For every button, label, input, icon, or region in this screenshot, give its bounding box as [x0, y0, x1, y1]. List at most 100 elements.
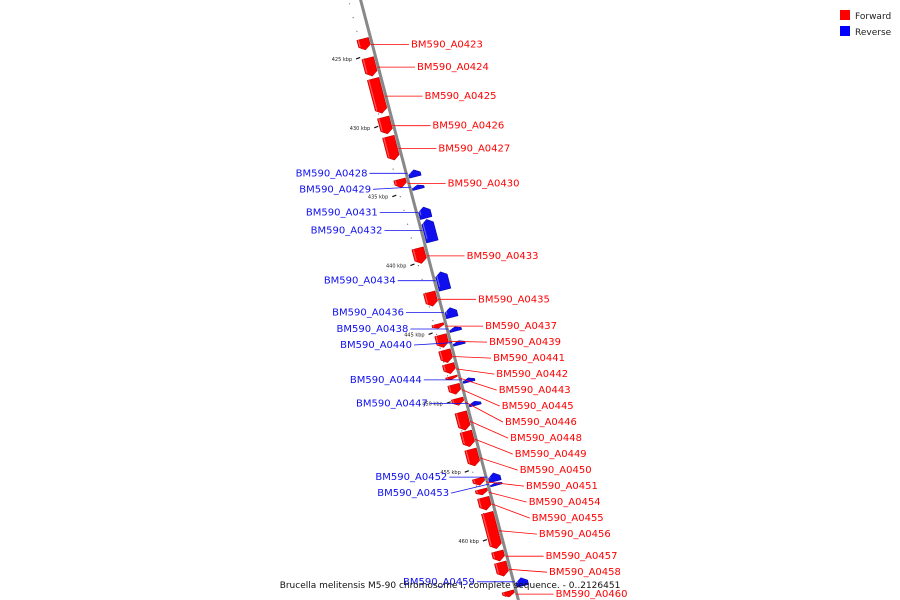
- gene-label[interactable]: BM590_A0435: [478, 294, 550, 305]
- gene-highlight: [453, 341, 456, 345]
- gene-feature[interactable]: [459, 429, 475, 447]
- minor-tick: [432, 320, 434, 322]
- label-leader-line: [449, 340, 488, 343]
- label-leader-line: [498, 530, 537, 535]
- gene-label[interactable]: BM590_A0451: [526, 481, 598, 492]
- gene-highlight: [449, 327, 452, 331]
- gene-label[interactable]: BM590_A0449: [515, 449, 587, 460]
- gene-label[interactable]: BM590_A0426: [432, 121, 504, 132]
- gene-feature[interactable]: [441, 362, 456, 374]
- gene-highlight: [495, 563, 500, 574]
- label-leader-line: [474, 438, 513, 455]
- tick-label: 425 kbp: [332, 57, 352, 63]
- gene-feature[interactable]: [491, 549, 505, 562]
- gene-feature[interactable]: [474, 487, 488, 496]
- gene-label[interactable]: BM590_A0444: [350, 375, 422, 386]
- major-tick: [355, 56, 361, 60]
- tick-label: 460 kbp: [459, 539, 479, 545]
- gene-feature[interactable]: [412, 184, 425, 191]
- gene-feature[interactable]: [445, 374, 458, 380]
- gene-label[interactable]: BM590_A0455: [532, 513, 604, 524]
- gene-feature[interactable]: [382, 134, 400, 161]
- gene-feature[interactable]: [488, 472, 502, 484]
- gene-feature[interactable]: [393, 177, 407, 188]
- gene-label[interactable]: BM590_A0434: [324, 276, 396, 287]
- major-tick: [482, 539, 488, 542]
- gene-highlight: [432, 325, 435, 328]
- gene-label[interactable]: BM590_A0441: [493, 353, 565, 364]
- gene-feature[interactable]: [481, 510, 502, 549]
- gene-label[interactable]: BM590_A0448: [510, 433, 582, 444]
- gene-feature[interactable]: [438, 348, 453, 363]
- major-tick: [392, 194, 397, 198]
- gene-feature[interactable]: [408, 169, 422, 179]
- gene-label[interactable]: BM590_A0423: [411, 39, 483, 50]
- gene-highlight: [378, 118, 383, 132]
- gene-feature[interactable]: [449, 326, 462, 333]
- gene-label[interactable]: BM590_A0437: [485, 321, 557, 332]
- gene-feature[interactable]: [435, 271, 452, 292]
- gene-labels: BM590_A0423 BM590_A0424 BM590_A0425 BM590_A…: [296, 39, 628, 600]
- gene-label[interactable]: BM590_A0452: [375, 472, 447, 483]
- gene-highlight: [383, 137, 390, 158]
- gene-label[interactable]: BM590_A0430: [448, 179, 520, 190]
- gene-feature[interactable]: [462, 377, 476, 384]
- gene-label[interactable]: BM590_A0446: [505, 417, 577, 428]
- gene-feature[interactable]: [356, 37, 371, 51]
- gene-feature[interactable]: [431, 322, 445, 329]
- gene-feature[interactable]: [494, 560, 509, 577]
- gene-feature[interactable]: [377, 115, 393, 135]
- gene-feature[interactable]: [411, 246, 427, 264]
- gene-label[interactable]: BM590_A0440: [340, 340, 412, 351]
- gene-label[interactable]: BM590_A0450: [520, 465, 592, 476]
- major-tick: [428, 332, 433, 335]
- gene-highlight: [469, 402, 472, 405]
- gene-label[interactable]: BM590_A0453: [377, 488, 449, 499]
- gene-feature[interactable]: [464, 447, 480, 467]
- gene-highlight: [439, 351, 443, 361]
- gene-label[interactable]: BM590_A0424: [417, 62, 489, 73]
- gene-feature[interactable]: [454, 410, 471, 431]
- gene-label[interactable]: BM590_A0456: [539, 529, 611, 540]
- gene-label[interactable]: BM590_A0442: [496, 369, 568, 380]
- gene-label[interactable]: BM590_A0457: [546, 551, 618, 562]
- gene-label[interactable]: BM590_A0438: [337, 324, 409, 335]
- gene-feature[interactable]: [423, 290, 438, 307]
- gene-feature[interactable]: [444, 307, 459, 320]
- gene-highlight: [465, 450, 471, 464]
- major-tick: [373, 125, 379, 129]
- gene-label[interactable]: BM590_A0427: [438, 143, 510, 154]
- gene-highlight: [448, 385, 452, 392]
- gene-label[interactable]: BM590_A0429: [299, 184, 371, 195]
- gene-label[interactable]: BM590_A0445: [502, 401, 574, 412]
- gene-feature[interactable]: [477, 495, 492, 511]
- gene-label[interactable]: BM590_A0431: [306, 208, 378, 219]
- gene-label[interactable]: BM590_A0459: [403, 577, 475, 588]
- gene-feature[interactable]: [366, 76, 388, 114]
- gene-features: [356, 37, 530, 598]
- gene-label[interactable]: BM590_A0447: [356, 398, 428, 409]
- gene-label[interactable]: BM590_A0436: [332, 307, 404, 318]
- gene-feature[interactable]: [515, 577, 530, 588]
- gene-label[interactable]: BM590_A0458: [549, 567, 621, 578]
- gene-feature[interactable]: [421, 219, 439, 244]
- gene-label[interactable]: BM590_A0432: [311, 226, 383, 237]
- gene-feature[interactable]: [447, 382, 462, 395]
- gene-label[interactable]: BM590_A0433: [467, 251, 539, 262]
- minor-tick: [443, 361, 445, 363]
- gene-feature[interactable]: [361, 56, 378, 77]
- gene-label[interactable]: BM590_A0425: [425, 91, 497, 102]
- gene-feature[interactable]: [452, 340, 466, 347]
- minor-tick: [399, 196, 401, 198]
- gene-feature[interactable]: [418, 206, 433, 220]
- gene-label[interactable]: BM590_A0460: [556, 589, 628, 600]
- label-leader-line: [458, 377, 497, 391]
- gene-label[interactable]: BM590_A0454: [529, 497, 601, 508]
- gene-feature[interactable]: [501, 589, 515, 598]
- gene-label[interactable]: BM590_A0439: [489, 337, 561, 348]
- tick-label: 445 kbp: [404, 332, 424, 338]
- label-leader-line: [453, 356, 492, 359]
- gene-highlight: [443, 365, 446, 372]
- gene-label[interactable]: BM590_A0428: [296, 168, 368, 179]
- gene-label[interactable]: BM590_A0443: [499, 385, 571, 396]
